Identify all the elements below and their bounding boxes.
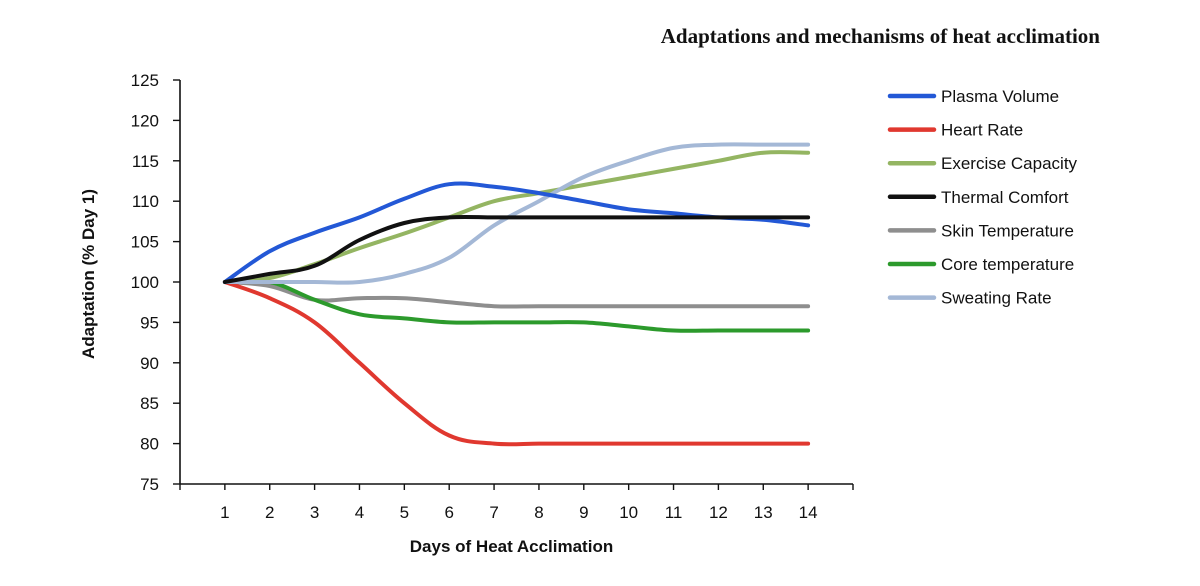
x-tick-label: 12 <box>709 503 728 522</box>
x-axis-title: Days of Heat Acclimation <box>410 537 613 556</box>
series-line-thermal-comfort <box>222 214 811 284</box>
legend-label-sweating-rate: Sweating Rate <box>941 289 1052 308</box>
x-tick-label: 2 <box>265 503 274 522</box>
legend-label-skin-temperature: Skin Temperature <box>941 221 1074 240</box>
y-tick-label: 110 <box>132 192 159 211</box>
y-tick-label: 105 <box>131 233 159 252</box>
legend-label-exercise-capacity: Exercise Capacity <box>941 154 1078 173</box>
x-tick-label: 5 <box>400 503 409 522</box>
y-axis-title: Adaptation (% Day 1) <box>79 189 98 359</box>
x-tick-label: 10 <box>619 503 638 522</box>
y-tick-label: 125 <box>131 71 159 90</box>
series-line-skin-temperature <box>222 280 811 309</box>
legend-label-heart-rate: Heart Rate <box>941 121 1023 140</box>
x-tick-label: 9 <box>579 503 588 522</box>
series-line-heart-rate <box>222 280 811 447</box>
x-tick-label: 8 <box>534 503 543 522</box>
x-tick-label: 14 <box>799 503 818 522</box>
x-tick-label: 1 <box>220 503 229 522</box>
y-tick-label: 80 <box>140 435 159 454</box>
x-tick-label: 6 <box>444 503 453 522</box>
legend-label-plasma-volume: Plasma Volume <box>941 87 1059 106</box>
series-line-core-temperature <box>222 278 811 333</box>
x-tick-label: 4 <box>355 503 364 522</box>
chart-title: Adaptations and mechanisms of heat accli… <box>660 24 1100 48</box>
y-tick-label: 75 <box>140 475 159 494</box>
y-tick-label: 100 <box>131 273 159 292</box>
legend-label-thermal-comfort: Thermal Comfort <box>941 188 1069 207</box>
y-tick-label: 90 <box>140 354 159 373</box>
x-tick-label: 3 <box>310 503 319 522</box>
x-tick-label: 13 <box>754 503 773 522</box>
y-tick-label: 95 <box>140 313 159 332</box>
y-tick-label: 120 <box>131 111 159 130</box>
y-tick-label: 85 <box>140 394 159 413</box>
x-tick-label: 11 <box>665 503 683 522</box>
legend-label-core-temperature: Core temperature <box>941 255 1074 274</box>
x-tick-label: 7 <box>489 503 498 522</box>
series-line-sweating-rate <box>222 142 811 285</box>
y-tick-label: 115 <box>132 152 159 171</box>
